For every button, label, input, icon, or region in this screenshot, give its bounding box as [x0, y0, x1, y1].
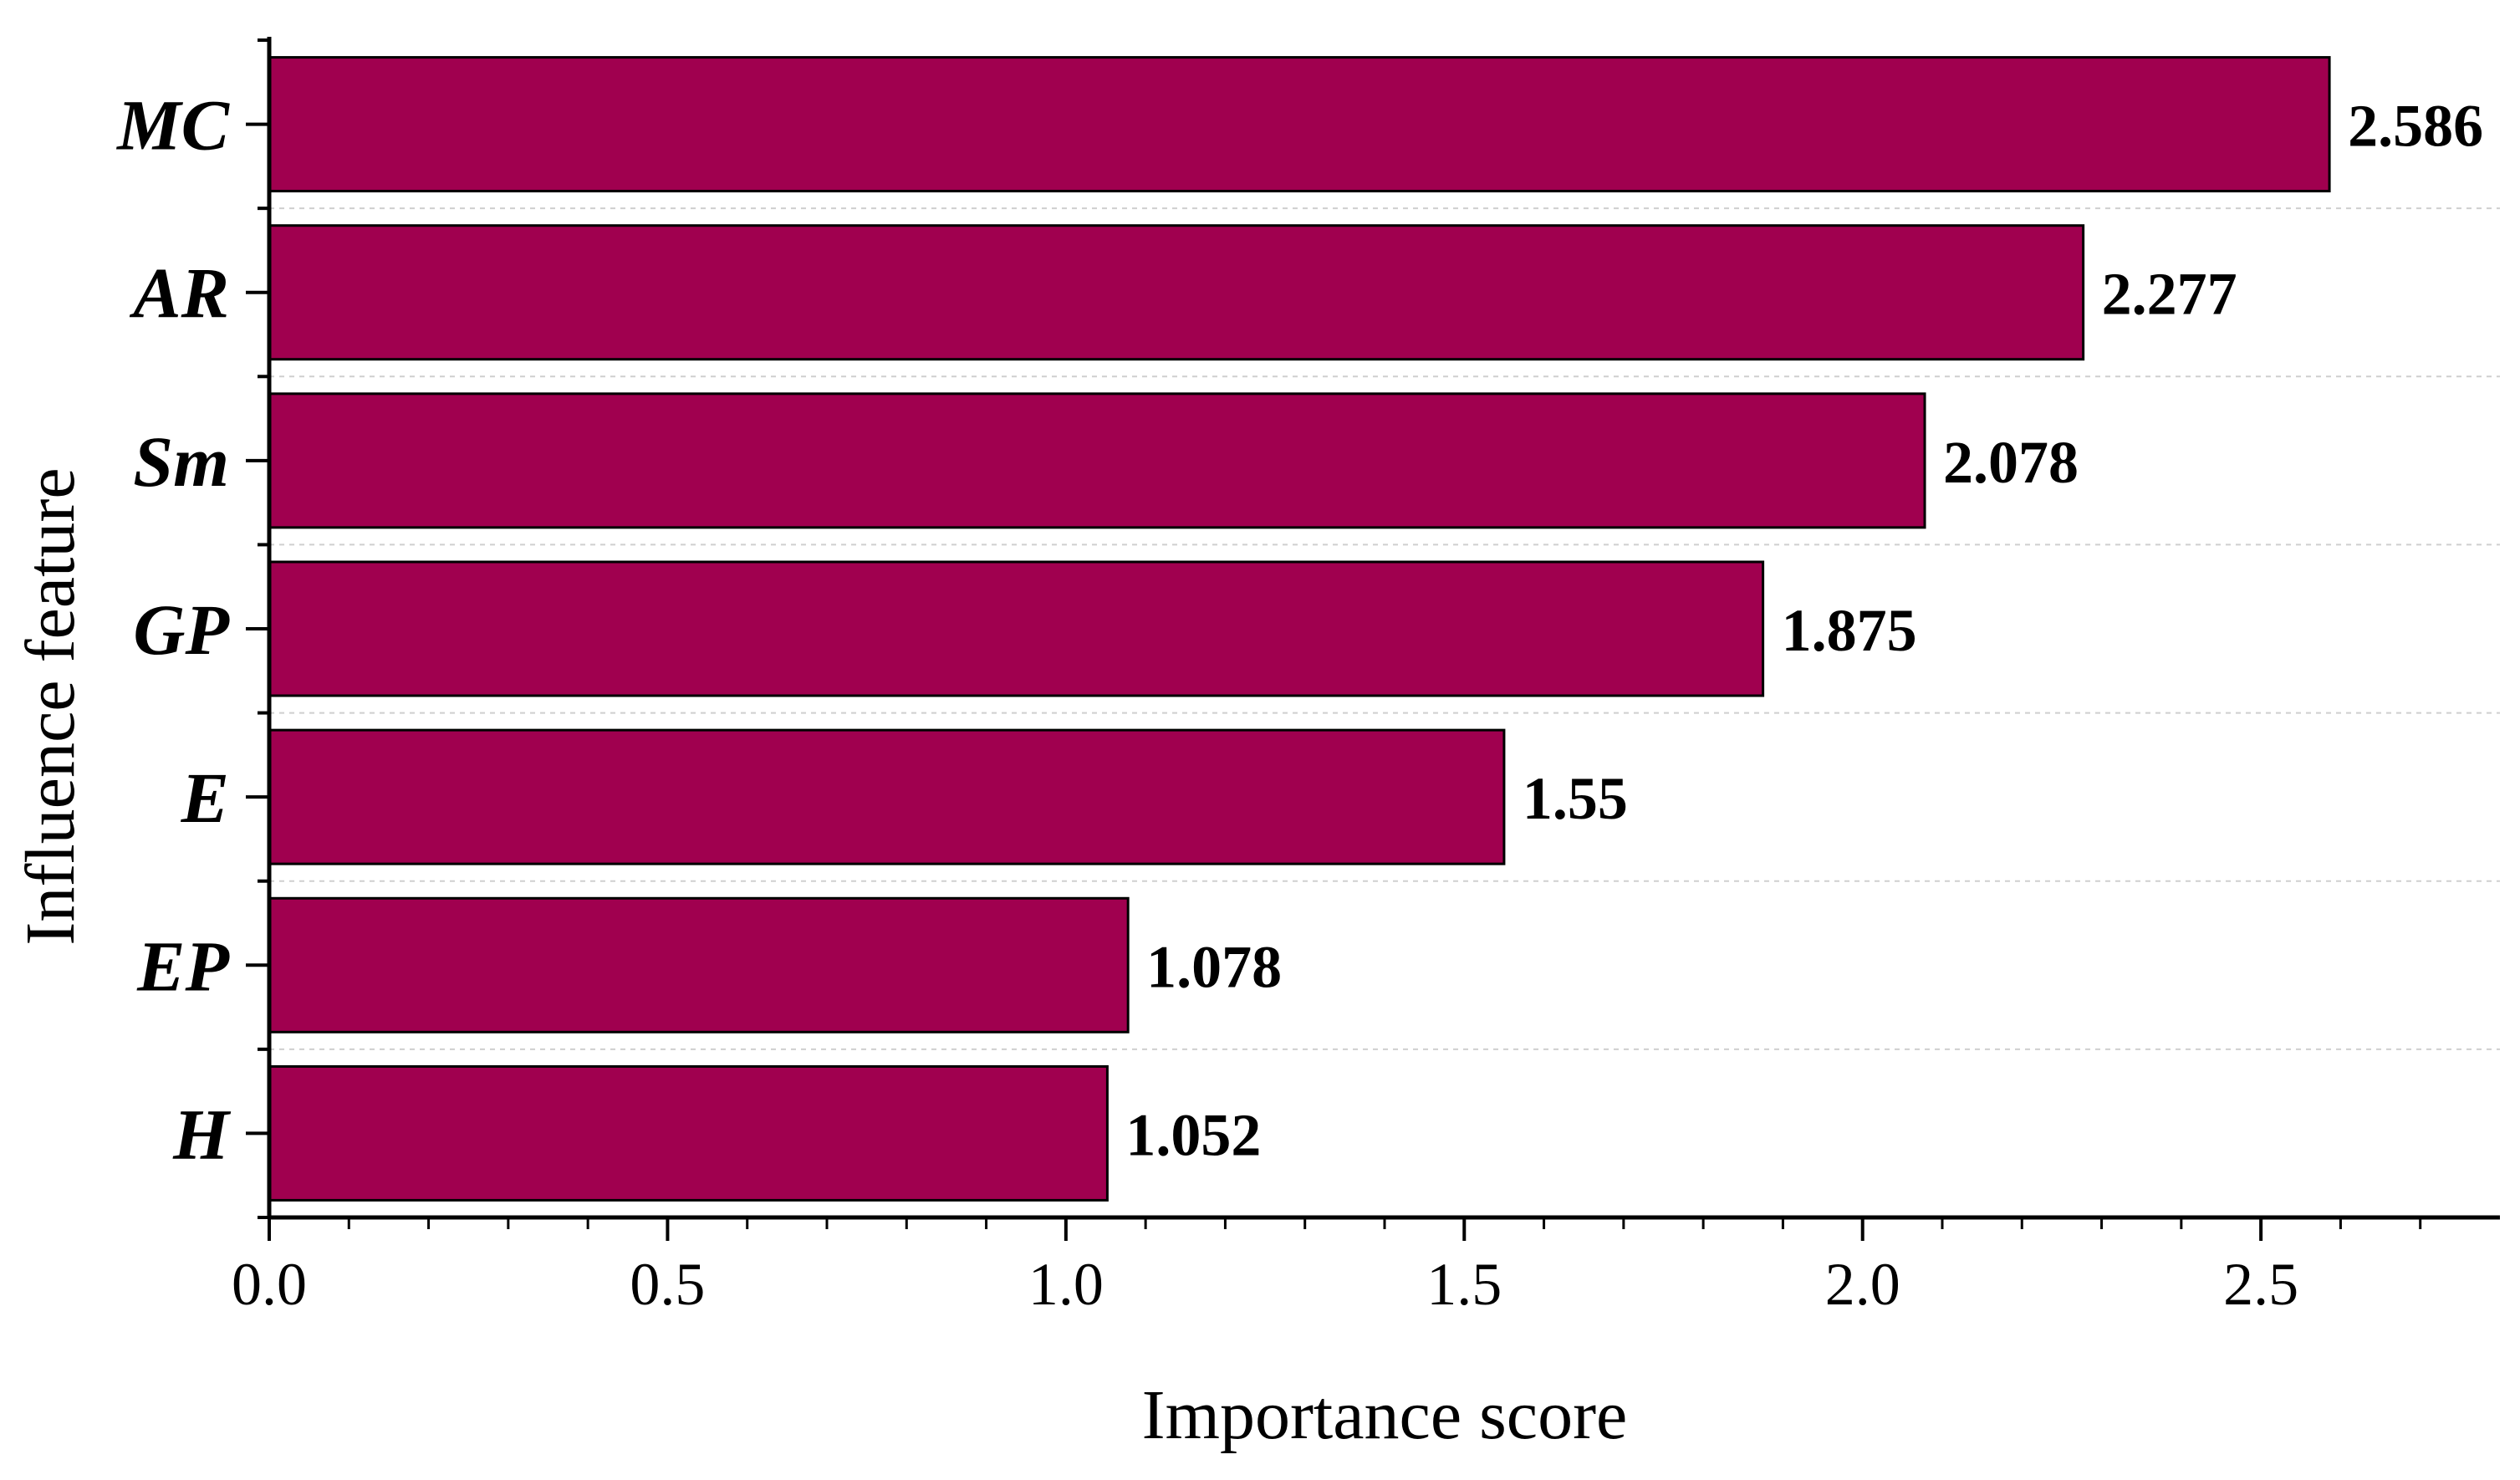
- value-label: 1.55: [1523, 765, 1628, 832]
- x-tick-label: 1.0: [1028, 1251, 1104, 1318]
- category-label: Sm: [133, 421, 229, 502]
- x-axis-title: Importance score: [1142, 1376, 1628, 1454]
- bars: [268, 56, 2331, 1202]
- category-label: EP: [136, 926, 230, 1006]
- x-tick-label: 0.0: [232, 1251, 307, 1318]
- x-tick-label: 2.5: [2223, 1251, 2298, 1318]
- value-label: 1.078: [1146, 933, 1282, 1000]
- value-label: 1.052: [1125, 1101, 1261, 1168]
- value-label: 1.875: [1782, 597, 1917, 664]
- value-label: 2.078: [1943, 429, 2079, 496]
- category-label: MC: [115, 85, 230, 166]
- grid-lines: [269, 207, 2500, 1050]
- bar-GP: [268, 560, 1765, 697]
- labels: 2.586 MC 2.277 AR 2.078 Sm 1.875 GP 1.55 E 1.078 EP…: [115, 85, 2483, 1318]
- bar-Sm: [268, 392, 1926, 529]
- x-tick-label: 0.5: [630, 1251, 705, 1318]
- axes: [246, 37, 2500, 1241]
- x-tick-label: 1.5: [1426, 1251, 1502, 1318]
- value-label: 2.586: [2348, 93, 2483, 160]
- y-axis-title: Influence feature: [12, 467, 89, 945]
- bar-AR: [268, 224, 2085, 361]
- x-tick-label: 2.0: [1825, 1251, 1900, 1318]
- bar-MC: [268, 56, 2331, 193]
- category-label: AR: [129, 253, 229, 334]
- bar-E: [268, 728, 1506, 865]
- category-label: H: [172, 1094, 232, 1174]
- bar-H: [268, 1064, 1109, 1202]
- category-label: E: [181, 758, 229, 838]
- bar-EP: [268, 896, 1130, 1033]
- value-label: 2.277: [2102, 261, 2237, 328]
- category-label: GP: [133, 589, 230, 670]
